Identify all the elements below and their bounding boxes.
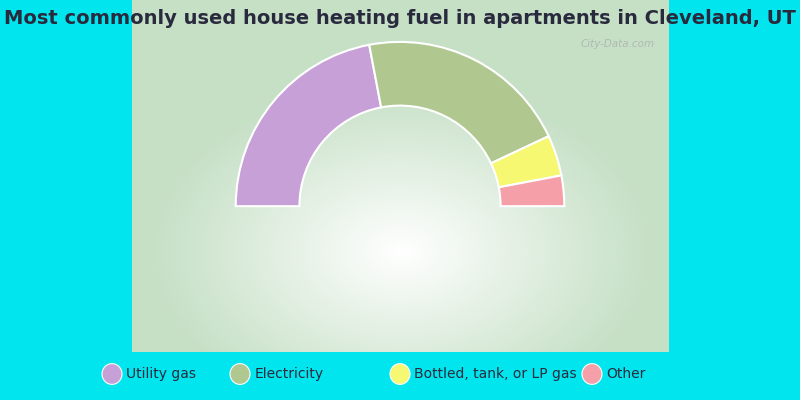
Ellipse shape: [390, 364, 410, 384]
Ellipse shape: [582, 364, 602, 384]
Text: Bottled, tank, or LP gas: Bottled, tank, or LP gas: [414, 367, 577, 381]
Wedge shape: [370, 42, 549, 163]
Wedge shape: [491, 136, 562, 187]
Ellipse shape: [102, 364, 122, 384]
Wedge shape: [498, 175, 564, 206]
Text: Most commonly used house heating fuel in apartments in Cleveland, UT: Most commonly used house heating fuel in…: [4, 8, 796, 28]
Text: Other: Other: [606, 367, 646, 381]
Text: Utility gas: Utility gas: [126, 367, 197, 381]
Wedge shape: [236, 45, 381, 206]
Text: City-Data.com: City-Data.com: [581, 38, 654, 48]
Ellipse shape: [230, 364, 250, 384]
Text: Electricity: Electricity: [254, 367, 323, 381]
